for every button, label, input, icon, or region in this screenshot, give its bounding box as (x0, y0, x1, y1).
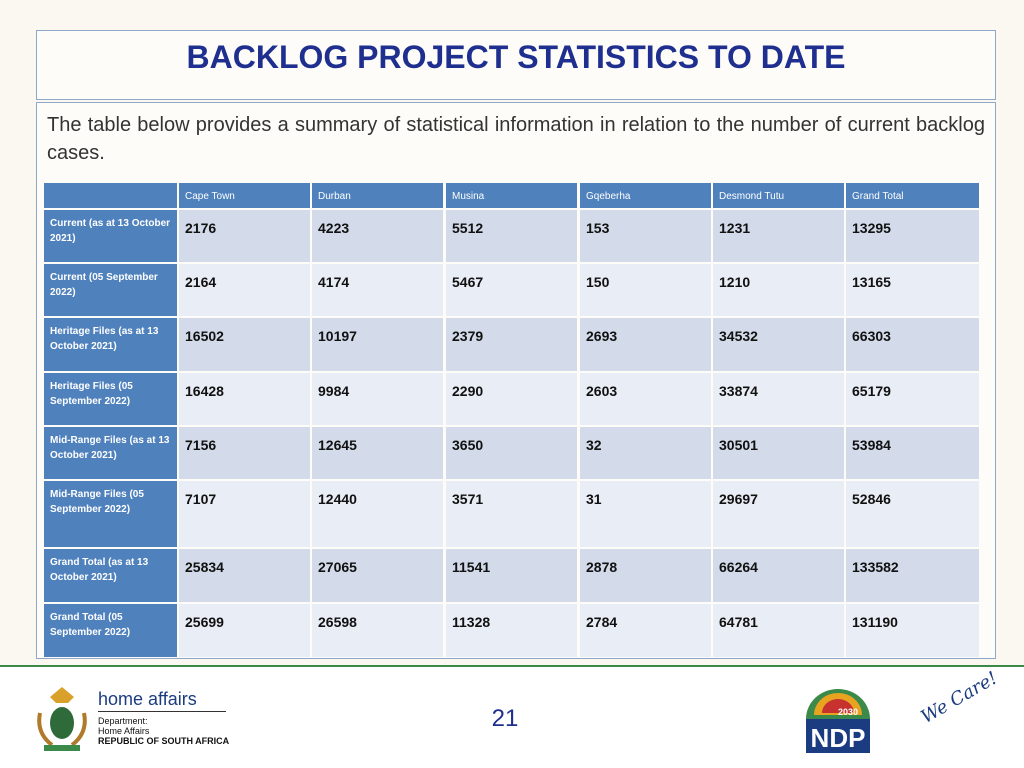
value-cell: 2379 (446, 318, 577, 371)
value-cell: 5467 (446, 264, 577, 316)
title-box: BACKLOG PROJECT STATISTICS TO DATE (36, 30, 996, 100)
footer: home affairs Department: Home Affairs RE… (0, 667, 1024, 768)
row-label: Mid-Range Files (as at 13 October 2021) (44, 427, 177, 479)
value-cell: 34532 (713, 318, 844, 371)
slogan: We Care! (917, 667, 1002, 728)
coat-of-arms (37, 687, 87, 751)
value-cell: 27065 (312, 549, 443, 602)
value-cell: 13165 (846, 264, 979, 316)
row-label: Grand Total (as at 13 October 2021) (44, 549, 177, 602)
value-cell: 2693 (580, 318, 711, 371)
value-cell: 4223 (312, 210, 443, 262)
row-label: Heritage Files (05 September 2022) (44, 373, 177, 425)
row-label: Current (as at 13 October 2021) (44, 210, 177, 262)
value-cell: 2603 (580, 373, 711, 425)
value-cell: 26598 (312, 604, 443, 657)
value-cell: 13295 (846, 210, 979, 262)
header-cell (44, 183, 177, 208)
value-cell: 30501 (713, 427, 844, 479)
value-cell: 11328 (446, 604, 577, 657)
row-label: Current (05 September 2022) (44, 264, 177, 316)
ndp-logo: 2030 NDP (806, 689, 870, 753)
value-cell: 31 (580, 481, 711, 547)
value-cell: 16502 (179, 318, 310, 371)
value-cell: 64781 (713, 604, 844, 657)
value-cell: 3650 (446, 427, 577, 479)
value-cell: 52846 (846, 481, 979, 547)
value-cell: 153 (580, 210, 711, 262)
value-cell: 66264 (713, 549, 844, 602)
column-header: Desmond Tutu (713, 183, 844, 208)
footer-rule (0, 665, 1024, 667)
value-cell: 131190 (846, 604, 979, 657)
value-cell: 1210 (713, 264, 844, 316)
brand-rule (98, 711, 226, 712)
value-cell: 3571 (446, 481, 577, 547)
column-header: Gqeberha (580, 183, 711, 208)
row-label: Heritage Files (as at 13 October 2021) (44, 318, 177, 371)
value-cell: 65179 (846, 373, 979, 425)
value-cell: 2176 (179, 210, 310, 262)
value-cell: 2784 (580, 604, 711, 657)
column-header: Musina (446, 183, 577, 208)
value-cell: 150 (580, 264, 711, 316)
slide-title: BACKLOG PROJECT STATISTICS TO DATE (186, 39, 846, 75)
value-cell: 4174 (312, 264, 443, 316)
value-cell: 33874 (713, 373, 844, 425)
intro-text: The table below provides a summary of st… (47, 114, 985, 164)
column-header: Cape Town (179, 183, 310, 208)
value-cell: 25834 (179, 549, 310, 602)
value-cell: 10197 (312, 318, 443, 371)
dept-line: REPUBLIC OF SOUTH AFRICA (98, 736, 230, 746)
dept-line: Home Affairs (98, 726, 150, 736)
brand-name: home affairs (98, 689, 197, 709)
row-label: Mid-Range Files (05 September 2022) (44, 481, 177, 547)
column-header: Durban (312, 183, 443, 208)
ndp-year: 2030 (838, 707, 858, 717)
value-cell: 16428 (179, 373, 310, 425)
value-cell: 12645 (312, 427, 443, 479)
value-cell: 2164 (179, 264, 310, 316)
value-cell: 7107 (179, 481, 310, 547)
value-cell: 25699 (179, 604, 310, 657)
value-cell: 11541 (446, 549, 577, 602)
value-cell: 32 (580, 427, 711, 479)
value-cell: 7156 (179, 427, 310, 479)
value-cell: 1231 (713, 210, 844, 262)
value-cell: 133582 (846, 549, 979, 602)
value-cell: 2290 (446, 373, 577, 425)
value-cell: 2878 (580, 549, 711, 602)
ndp-text: NDP (811, 723, 866, 753)
column-header: Grand Total (846, 183, 979, 208)
value-cell: 5512 (446, 210, 577, 262)
value-cell: 66303 (846, 318, 979, 371)
value-cell: 12440 (312, 481, 443, 547)
value-cell: 9984 (312, 373, 443, 425)
dept-line: Department: (98, 716, 148, 726)
value-cell: 29697 (713, 481, 844, 547)
page-number: 21 (491, 705, 519, 732)
row-label: Grand Total (05 September 2022) (44, 604, 177, 657)
value-cell: 53984 (846, 427, 979, 479)
